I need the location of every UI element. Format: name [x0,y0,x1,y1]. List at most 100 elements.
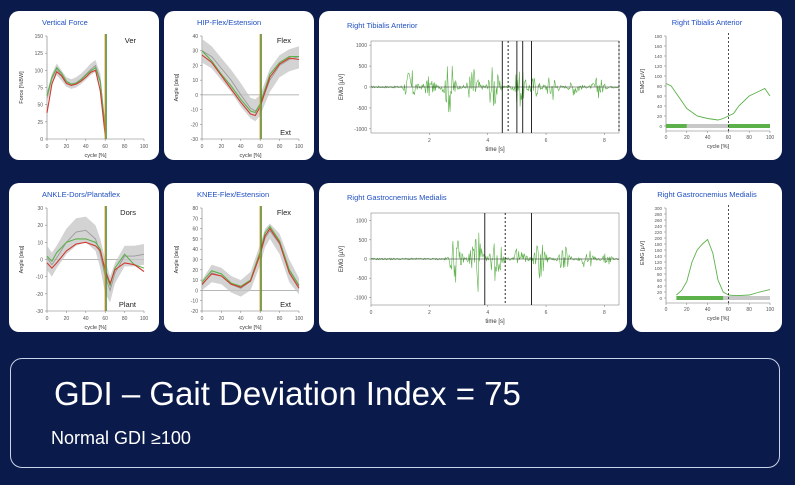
y-tick-label: 160 [654,248,662,253]
y-tick-label: 100 [654,74,662,79]
green-series-line [201,225,300,287]
x-tick-label: 100 [140,144,149,150]
y-axis-label: EMG [µV] [339,74,345,100]
emg-gm-env-card: Right Gastrocnemius Medialis 0 20 40 60 80 100… [632,183,782,332]
corner-top-label: Ver [125,36,137,45]
y-tick-label: 500 [359,238,368,244]
emg-ta-raw-card: Right Tibialis Anterior -1000 -500 0 500 1000… [319,11,627,160]
x-tick-label: 100 [766,135,775,141]
x-tick-label: 60 [257,144,263,150]
red-series-line [201,54,300,117]
y-tick-label: 80 [192,206,198,212]
y-tick-label: 60 [192,227,198,233]
y-tick-label: 260 [654,218,662,223]
normal-band [47,216,144,303]
y-tick-label: 0 [40,137,43,143]
panel-title: ANKLE-Dors/Plantaflex [42,190,120,199]
x-tick-label: 4 [486,138,489,144]
normal-mean-line [46,64,106,129]
y-tick-label: 10 [192,278,198,284]
y-tick-label: 0 [40,258,43,264]
activation-bar [676,296,724,300]
x-axis-label: cycle [%] [707,316,729,322]
x-tick-label: 20 [684,307,690,313]
x-axis-label: time [s] [485,147,505,153]
y-axis-label: EMG [µV] [640,241,646,265]
emg-gm-raw-chart: Right Gastrocnemius Medialis -1000 -500 0 50… [339,193,620,325]
y-tick-label: 25 [37,120,43,126]
y-tick-label: 0 [195,93,198,99]
y-tick-label: 20 [192,268,198,274]
corner-top-label: Dors [120,208,136,217]
y-tick-label: 20 [192,63,198,69]
x-tick-label: 40 [238,316,244,322]
corner-bottom-label: Ext [280,300,292,309]
y-tick-label: 80 [657,272,663,277]
x-tick-label: 40 [705,307,711,313]
corner-bottom-label: Ext [280,128,292,137]
x-tick-label: 60 [102,144,108,150]
red-series-line [46,69,106,136]
y-tick-label: -10 [36,275,43,281]
y-tick-label: 60 [657,278,663,283]
x-tick-label: 40 [238,144,244,150]
y-tick-label: -20 [36,292,43,298]
y-tick-label: 40 [657,284,663,289]
y-tick-label: 200 [654,236,662,241]
y-tick-label: -10 [191,108,198,114]
green-series-line [46,238,145,288]
x-tick-label: 40 [83,316,89,322]
x-tick-label: 0 [370,310,373,316]
y-tick-label: 160 [654,44,662,49]
x-tick-label: 80 [746,135,752,141]
y-tick-label: 80 [657,84,663,89]
y-tick-label: 30 [192,258,198,264]
x-tick-label: 60 [726,307,732,313]
y-tick-label: -20 [191,309,198,315]
x-axis-label: cycle [%] [239,325,261,331]
y-tick-label: 50 [192,237,198,243]
x-tick-label: 0 [665,135,668,141]
y-tick-label: 0 [364,257,367,263]
x-tick-label: 60 [102,316,108,322]
y-tick-label: 10 [192,78,198,84]
knee-card: KNEE-Flex/Estension -20 -10 0 10 20 30 40 50 60 70… [164,183,314,332]
x-tick-label: 80 [122,144,128,150]
inactive-bar [686,124,729,128]
panel-title: HIP-Flex/Estension [197,18,261,27]
y-tick-label: 180 [654,242,662,247]
normal-band [47,60,106,134]
y-tick-label: 280 [654,212,662,217]
ankle-chart: ANKLE-Dors/Plantaflex -30 -20 -10 0 10 20 30 0 20… [19,190,149,331]
y-tick-label: 120 [654,260,662,265]
y-tick-label: 20 [657,290,663,295]
green-series-line [46,66,106,131]
activation-bar [728,124,770,128]
x-tick-label: 20 [64,316,70,322]
hip-card: HIP-Flex/Estension -30 -20 -10 0 10 20 30 40 0 20 4… [164,11,314,160]
y-tick-label: -1000 [354,127,367,133]
envelope-line [676,238,771,297]
y-tick-label: -20 [191,122,198,128]
normal-band [202,38,299,122]
y-tick-label: -30 [36,309,43,315]
vertical-force-chart: Vertical Force 0 25 50 75 100 125 150 0 20 40 60 80 1… [19,18,149,159]
y-tick-label: 30 [37,206,43,212]
y-tick-label: 30 [192,49,198,55]
panel-title: Right Gastrocnemius Medialis [657,190,757,199]
y-tick-label: 20 [657,114,663,119]
y-tick-label: 1000 [356,43,367,49]
y-tick-label: 140 [654,254,662,259]
hip-chart: HIP-Flex/Estension -30 -20 -10 0 10 20 30 40 0 20 4… [174,18,303,159]
x-tick-label: 100 [140,316,149,322]
y-axis-label: Force [%BW] [19,71,25,104]
y-tick-label: -1000 [354,295,367,301]
panel-title: Vertical Force [42,18,88,27]
y-tick-label: 180 [654,34,662,39]
panel-title: KNEE-Flex/Estension [197,190,269,199]
normal-band [202,223,299,297]
y-tick-label: 140 [654,54,662,59]
x-tick-label: 0 [201,316,204,322]
y-tick-label: 75 [37,86,43,92]
y-tick-label: 70 [192,216,198,222]
